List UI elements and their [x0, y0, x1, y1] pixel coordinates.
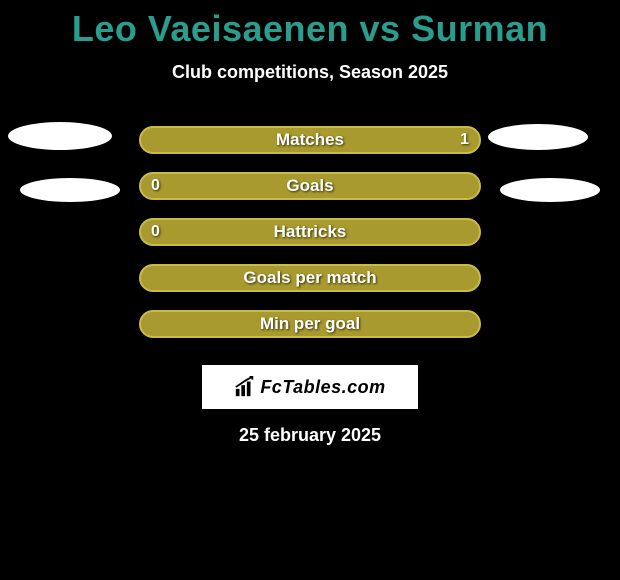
- stat-bar: Hattricks0: [139, 218, 481, 246]
- stat-row: Hattricks0: [0, 209, 620, 255]
- stat-bar: Matches1: [139, 126, 481, 154]
- bar-label: Matches: [141, 130, 479, 150]
- bar-right-value: 1: [460, 131, 469, 149]
- bar-left-value: 0: [151, 177, 160, 195]
- bar-label: Min per goal: [141, 314, 479, 334]
- page-title: Leo Vaeisaenen vs Surman: [0, 0, 620, 50]
- logo-text: FcTables.com: [260, 377, 385, 398]
- bar-label: Hattricks: [141, 222, 479, 242]
- bar-fill: Goals per match: [139, 264, 481, 292]
- date-label: 25 february 2025: [0, 425, 620, 446]
- stat-bar: Goals0: [139, 172, 481, 200]
- bar-fill: Matches1: [139, 126, 481, 154]
- stat-bar: Min per goal: [139, 310, 481, 338]
- bar-left-value: 0: [151, 223, 160, 241]
- bar-label: Goals per match: [141, 268, 479, 288]
- chart-icon: [234, 376, 256, 398]
- bar-fill: Goals0: [139, 172, 481, 200]
- bar-fill: Min per goal: [139, 310, 481, 338]
- stat-row: Min per goal: [0, 301, 620, 347]
- logo-box: FcTables.com: [202, 365, 418, 409]
- stat-row: Goals per match: [0, 255, 620, 301]
- stat-row: Goals0: [0, 163, 620, 209]
- bar-fill: Hattricks0: [139, 218, 481, 246]
- stat-rows: Matches1Goals0Hattricks0Goals per matchM…: [0, 117, 620, 347]
- stat-bar: Goals per match: [139, 264, 481, 292]
- bar-label: Goals: [141, 176, 479, 196]
- stat-row: Matches1: [0, 117, 620, 163]
- subtitle: Club competitions, Season 2025: [0, 62, 620, 83]
